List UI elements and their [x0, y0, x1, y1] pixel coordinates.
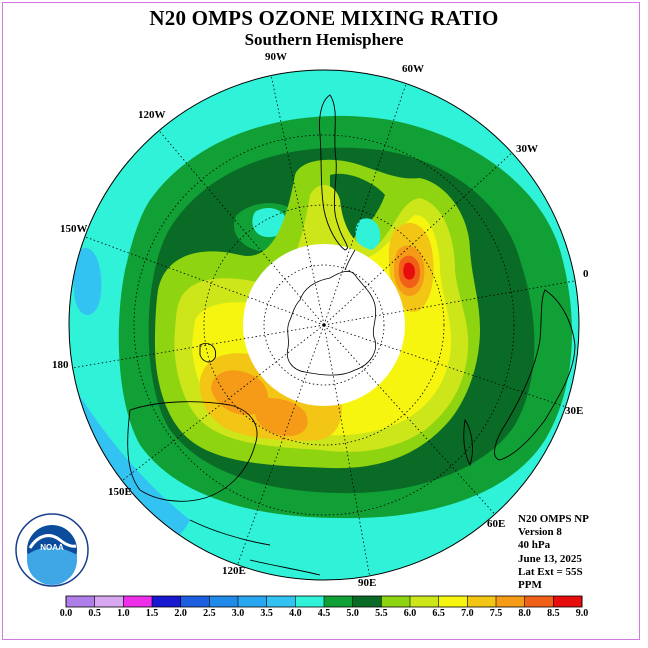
- map-subtitle: Southern Hemisphere: [244, 30, 404, 49]
- antarctica-coastline: [286, 270, 377, 376]
- colorbar-label: 4.0: [289, 608, 302, 619]
- contour-4-0-core: [252, 208, 288, 238]
- colorbar-label: 6.0: [403, 608, 417, 619]
- colorbar-label: 3.0: [231, 608, 245, 619]
- noaa-logo-text: NOAA: [40, 543, 64, 552]
- image-frame: [2, 2, 640, 640]
- info-units: PPM: [518, 579, 542, 592]
- antarctic-peninsula: [344, 249, 356, 271]
- colorbar-segment: [553, 596, 583, 607]
- lon-label-30e: 30E: [565, 405, 584, 417]
- colorbar-label: 0.0: [59, 608, 73, 619]
- colorbar: [65, 595, 583, 608]
- south-pole-marker: [322, 323, 326, 327]
- south-america-coastline: [319, 94, 348, 251]
- colorbar-label: 7.5: [489, 608, 503, 619]
- colorbar-segment: [123, 596, 153, 607]
- colorbar-segment: [324, 596, 354, 607]
- colorbar-segment: [524, 596, 554, 607]
- info-date: June 13, 2025: [518, 552, 582, 565]
- lon-label-30w: 30W: [516, 143, 538, 155]
- colorbar-label: 1.0: [117, 608, 130, 619]
- lon-label-150w: 150W: [60, 223, 88, 235]
- colorbar-label: 9.0: [575, 608, 589, 619]
- lon-label-0: 0: [583, 268, 589, 280]
- colorbar-segment: [152, 596, 182, 607]
- contour-8-5: [403, 262, 415, 280]
- contour-4-0-gap: [355, 218, 381, 253]
- info-version: Version 8: [518, 526, 562, 539]
- info-lat-ext: Lat Ext = 55S: [518, 565, 583, 578]
- lon-label-120w: 120W: [138, 109, 166, 121]
- colorbar-label: 7.0: [461, 608, 474, 619]
- info-product: N20 OMPS NP: [518, 513, 589, 525]
- lon-label-180: 180: [52, 359, 69, 371]
- colorbar-segment: [295, 596, 325, 607]
- colorbar-segment: [238, 596, 268, 607]
- colorbar-label: 8.0: [518, 608, 531, 619]
- colorbar-segment: [467, 596, 497, 607]
- colorbar-segment: [209, 596, 239, 607]
- colorbar-label: 3.5: [260, 608, 273, 619]
- indonesia-coastline: [189, 519, 321, 576]
- colorbar-segment: [496, 596, 526, 607]
- africa-coastline: [494, 289, 576, 461]
- colorbar-segment: [94, 596, 124, 607]
- colorbar-label: 8.5: [547, 608, 560, 619]
- colorbar-label: 2.5: [203, 608, 216, 619]
- colorbar-segment: [381, 596, 411, 607]
- new-zealand-coastline: [199, 343, 217, 363]
- lon-label-90w: 90W: [265, 51, 287, 63]
- colorbar-segment: [352, 596, 382, 607]
- colorbar-label: 0.5: [88, 608, 101, 619]
- colorbar-segment: [266, 596, 296, 607]
- info-level: 40 hPa: [518, 539, 551, 552]
- colorbar-label: 5.0: [346, 608, 359, 619]
- lon-label-120e: 120E: [222, 565, 246, 577]
- lon-label-60w: 60W: [402, 63, 424, 75]
- info-block: N20 OMPS NP Version 8 40 hPa June 13, 20…: [518, 513, 589, 592]
- colorbar-segment: [410, 596, 440, 607]
- map-title: N20 OMPS OZONE MIXING RATIO: [149, 6, 499, 30]
- colorbar-label: 6.5: [432, 608, 445, 619]
- colorbar-segment: [180, 596, 210, 607]
- lon-label-90e: 90E: [358, 577, 377, 589]
- lon-label-150e: 150E: [108, 486, 132, 498]
- colorbar-label: 4.5: [317, 608, 331, 619]
- colorbar-label: 5.5: [375, 608, 388, 619]
- colorbar-label: 2.0: [174, 608, 187, 619]
- colorbar-segment: [438, 596, 468, 607]
- colorbar-segment: [66, 596, 96, 607]
- noaa-logo: [15, 513, 89, 587]
- lon-label-60e: 60E: [487, 518, 506, 530]
- colorbar-label: 1.5: [145, 608, 159, 619]
- map-border: [68, 69, 580, 581]
- graticule: [71, 70, 579, 579]
- contour-3-5-west: [73, 248, 102, 315]
- ozone-field: [69, 70, 579, 580]
- contour-7-5-west-b: [254, 398, 308, 437]
- australia-coastline: [127, 401, 258, 502]
- madagascar-coastline: [463, 418, 473, 467]
